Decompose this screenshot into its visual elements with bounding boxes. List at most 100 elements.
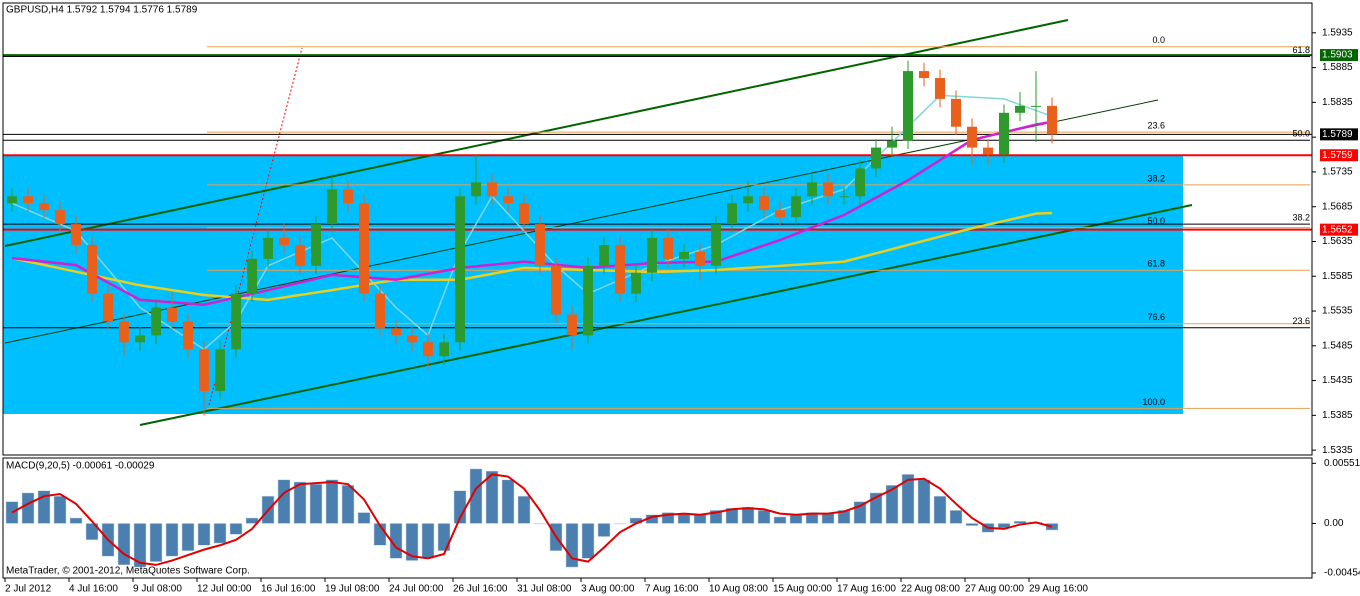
x-tick-label: 22 Aug 08:00 [901,584,960,595]
dotted-trendline [208,47,303,406]
macd-bar [517,495,531,524]
candle-body [439,342,449,357]
y-tick-label: 1.5385 [1322,410,1353,421]
macd-bar [597,523,611,537]
candle-body [695,251,705,266]
macd-bar [837,510,851,524]
x-tick-label: 29 Aug 16:00 [1029,584,1088,595]
candle-body [631,272,641,294]
x-tick-label: 17 Aug 16:00 [837,584,896,595]
chart-title: GBPUSD,H4 1.5792 1.5794 1.5776 1.5789 [6,5,198,16]
candle-body [247,258,257,294]
fib-label: 76.6 [1147,312,1165,322]
macd-bar [581,523,595,559]
candle-body [647,237,657,273]
candle-body [711,224,721,266]
candle-body [7,196,17,204]
candle-body [903,71,913,141]
candle-body [1047,105,1057,135]
candle-body [951,98,961,127]
x-tick-label: 7 Aug 16:00 [645,584,699,595]
macd-bar [69,517,83,524]
price-level-label: 1.5903 [1322,50,1353,61]
macd-bar [693,514,707,524]
macd-bar [469,468,483,524]
candle-body [119,321,129,343]
candle-body [359,203,369,294]
macd-bar [789,514,803,524]
candle-body [727,203,737,225]
candle-body [807,182,817,197]
macd-bar [565,523,579,568]
candle-body [103,293,113,322]
macd-bar [117,523,131,566]
y-tick-label: -0.00454 [1324,568,1360,579]
macd-bar [533,523,547,525]
candle-body [71,224,81,245]
candle-body [55,210,65,225]
price-level-label: 1.5759 [1322,150,1353,161]
macd-bar [5,501,19,524]
x-tick-label: 10 Aug 08:00 [709,584,768,595]
main-frame [2,2,1313,456]
candle-body [391,328,401,336]
price-level-label: 1.5652 [1322,224,1353,235]
candle-body [375,293,385,329]
macd-bar [357,512,371,524]
macd-bar [917,479,931,524]
macd-bar [85,523,99,541]
macd-bar [37,490,51,524]
candle-body [407,335,417,343]
macd-bar [805,512,819,524]
fib-label: 38.2 [1147,173,1165,183]
y-tick-label: 0.00551 [1324,458,1360,469]
macd-bar [293,481,307,524]
candle-body [199,349,209,392]
macd-bar [901,474,915,524]
macd-signal [11,473,1053,566]
candle-body [487,182,497,197]
price-level-box [1320,49,1358,62]
macd-bar [613,523,627,525]
fib-label: 23.6 [1147,120,1165,130]
y-tick-label: 1.5585 [1322,271,1353,282]
macd-bar [421,523,435,559]
x-tick-label: 31 Jul 08:00 [517,584,572,595]
macd-bar [997,523,1011,529]
macd-bar [309,483,323,524]
macd-bar [181,523,195,551]
candle-body [39,203,49,211]
x-tick-label: 3 Aug 00:00 [581,584,635,595]
candle-body [535,224,545,266]
macd-bar [741,506,755,524]
fib-label: 61.8 [1147,259,1165,269]
macd-bar [325,479,339,524]
x-tick-label: 9 Jul 08:00 [133,584,182,595]
fib-label: 50.0 [1292,129,1310,139]
fib-label: 38.2 [1292,212,1310,222]
y-tick-label: 1.5535 [1322,306,1353,317]
candle-body [295,244,305,266]
candle-body [327,189,337,225]
macd-bar [213,523,227,544]
candle-body [839,196,849,198]
y-tick-label: 1.5435 [1322,375,1353,386]
candle-body [679,251,689,259]
y-tick-label: 1.5835 [1322,97,1353,108]
fib-label: 23.6 [1292,316,1310,326]
candle-body [967,126,977,148]
y-tick-label: 1.5885 [1322,62,1353,73]
candle-body [599,244,609,266]
candle-body [791,196,801,218]
candle-body [471,182,481,197]
macd-bar [885,485,899,524]
main-layer: 0.0 23.6 38.2 50.0 61.8 76.6 100.0 61.8 50.0 38.2… [3,35,1312,568]
fib-label: 50.0 [1147,216,1165,226]
candle-body [503,196,513,204]
candle-body [1031,105,1041,107]
candle-body [167,307,177,322]
candle-body [663,237,673,259]
candle-body [311,224,321,266]
candle-body [1015,105,1025,113]
